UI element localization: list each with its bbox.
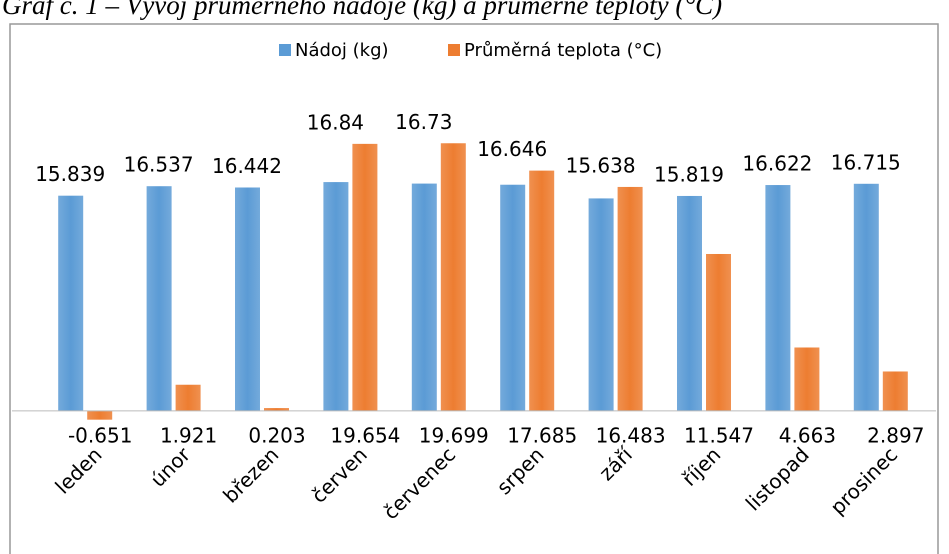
bar <box>58 195 84 411</box>
bar <box>87 410 113 420</box>
legend-label: Nádoj (kg) <box>295 40 389 61</box>
bar <box>617 186 643 411</box>
bar <box>264 408 289 411</box>
data-label: 16.84 <box>307 110 364 134</box>
bar <box>794 347 820 411</box>
bar <box>588 198 614 411</box>
bar <box>677 195 702 411</box>
chart-title: Graf č. 1 – Vývoj průměrného nádoje (kg)… <box>2 0 722 20</box>
data-label: 16.622 <box>742 152 812 176</box>
data-label: 19.699 <box>419 424 489 448</box>
bar <box>529 170 555 411</box>
bar <box>175 384 201 411</box>
data-label: -0.651 <box>68 424 132 448</box>
data-label: 16.715 <box>831 150 901 174</box>
data-label: 16.537 <box>124 153 194 177</box>
data-label: 16.442 <box>212 154 282 178</box>
legend-swatch <box>279 44 291 56</box>
data-label: 15.839 <box>35 162 105 186</box>
bar <box>500 184 526 411</box>
data-label: 11.547 <box>684 424 754 448</box>
data-label: 15.819 <box>654 162 724 186</box>
bar <box>146 186 172 411</box>
bar <box>323 182 349 411</box>
data-label: 16.646 <box>477 137 547 161</box>
bar <box>853 183 879 411</box>
data-label: 16.73 <box>395 110 452 134</box>
bar <box>882 371 908 411</box>
data-label: 19.654 <box>330 424 400 448</box>
data-label: 1.921 <box>160 424 217 448</box>
bar <box>440 143 466 411</box>
bar <box>411 183 437 411</box>
data-label: 4.663 <box>779 424 836 448</box>
bar <box>235 187 260 411</box>
data-label: 15.638 <box>566 153 636 177</box>
data-label: 0.203 <box>248 424 305 448</box>
legend-swatch <box>448 44 460 56</box>
bar <box>352 143 378 411</box>
bar <box>765 185 791 411</box>
legend-label: Průměrná teplota (°C) <box>464 40 662 61</box>
data-label: 17.685 <box>507 424 577 448</box>
bar <box>706 253 731 411</box>
data-label: 16.483 <box>596 424 666 448</box>
data-label: 2.897 <box>867 424 924 448</box>
